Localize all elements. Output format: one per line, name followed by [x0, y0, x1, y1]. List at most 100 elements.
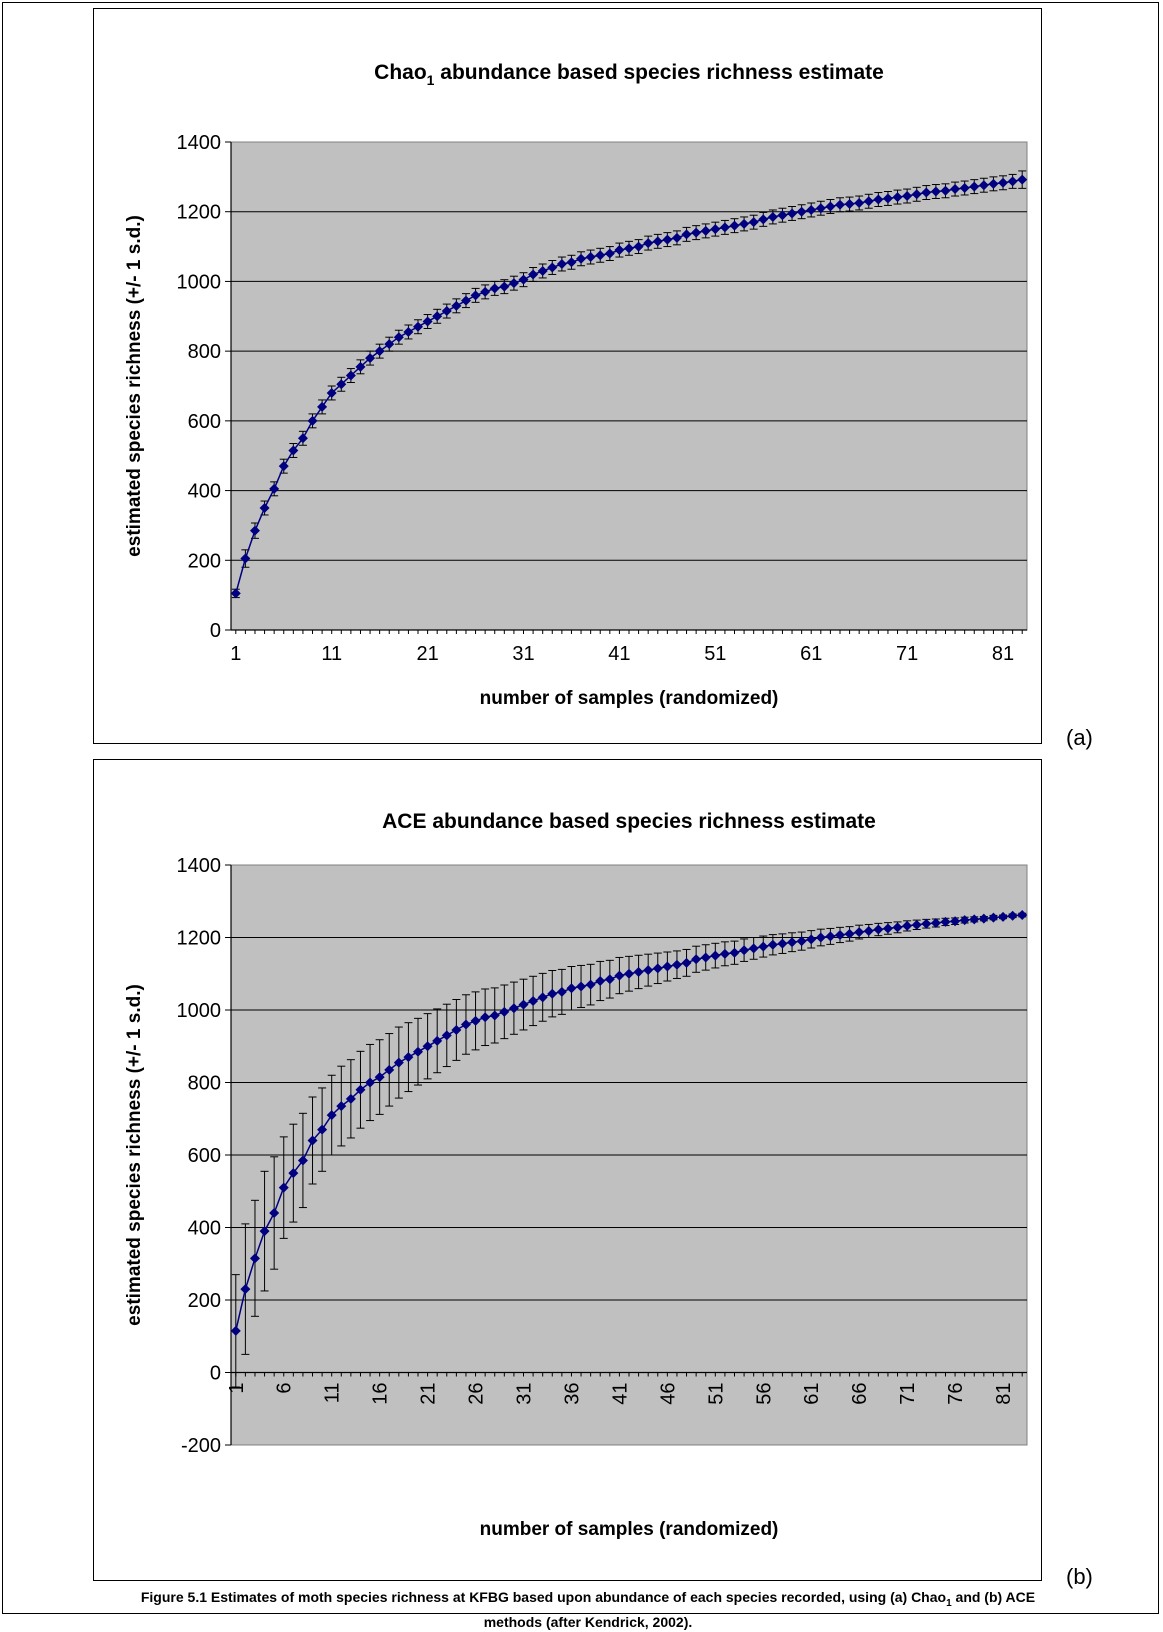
data-point: [930, 186, 941, 197]
x-tick-label: 21: [418, 1383, 440, 1405]
data-point: [355, 361, 366, 372]
data-point: [288, 445, 299, 456]
data-point: [451, 300, 462, 311]
data-point: [403, 326, 414, 337]
x-tick-label: 11: [321, 643, 342, 665]
data-point: [499, 1006, 510, 1017]
x-tick-label: 61: [800, 643, 822, 665]
data-point: [633, 241, 644, 252]
data-point: [978, 913, 989, 924]
data-point: [767, 939, 778, 950]
y-tick-label: -200: [181, 1435, 221, 1457]
x-tick-label: 16: [370, 1383, 392, 1405]
data-point: [643, 238, 654, 249]
y-tick-label: 600: [188, 411, 221, 433]
data-point: [863, 925, 874, 936]
data-point: [863, 196, 874, 207]
data-point: [460, 295, 471, 306]
data-point: [662, 961, 673, 972]
y-tick-label: 400: [188, 1218, 221, 1240]
data-point: [921, 187, 932, 198]
y-tick-label: 1400: [177, 132, 222, 154]
panel-label-a: (a): [1066, 725, 1093, 750]
data-point: [998, 911, 1009, 922]
data-point: [681, 957, 692, 968]
chart-title-main: ACE abundance based species richness est…: [382, 810, 876, 833]
data-point: [719, 948, 730, 959]
data-point: [988, 178, 999, 189]
data-point: [892, 922, 903, 933]
data-point: [566, 257, 577, 268]
x-tick-label: 66: [849, 1383, 871, 1405]
x-tick-label: 41: [609, 1383, 631, 1405]
data-point: [758, 941, 769, 952]
x-axis-label: number of samples (randomized): [480, 1519, 779, 1540]
data-point: [748, 943, 759, 954]
chart-title: ACE abundance based species richness est…: [382, 810, 876, 833]
data-point: [499, 281, 510, 292]
data-point: [671, 959, 682, 970]
x-tick-label: 81: [992, 643, 1014, 665]
x-tick-label: 46: [657, 1383, 679, 1405]
data-point: [278, 1182, 289, 1193]
data-point: [259, 503, 270, 513]
x-tick-label: 41: [608, 643, 630, 665]
y-tick-label: 1000: [177, 1000, 222, 1022]
data-point: [777, 938, 788, 949]
y-tick-label: 1400: [177, 855, 222, 877]
data-point: [413, 1046, 424, 1057]
y-axis-label: estimated species richness (+/- 1 s.d.): [124, 984, 145, 1326]
data-point: [892, 192, 903, 203]
x-tick-label: 76: [945, 1383, 967, 1405]
chart-a: Chao1 abundance based species richness e…: [93, 8, 1042, 744]
data-point: [998, 177, 1009, 188]
data-point: [787, 208, 798, 219]
data-point: [921, 918, 932, 929]
data-point: [249, 525, 260, 536]
data-point: [269, 1208, 280, 1218]
data-point: [815, 932, 826, 943]
x-tick-label: 1: [226, 1383, 248, 1394]
data-point: [374, 1072, 385, 1083]
data-point: [480, 1012, 491, 1023]
data-point: [815, 203, 826, 214]
data-point: [528, 995, 539, 1006]
data-point: [326, 387, 337, 398]
data-point: [556, 259, 567, 269]
data-point: [882, 193, 893, 204]
data-point: [489, 283, 500, 294]
y-axis-label: estimated species richness (+/- 1 s.d.): [124, 215, 145, 557]
data-point: [422, 316, 433, 327]
data-point: [451, 1024, 462, 1035]
data-point: [365, 1077, 376, 1088]
data-point: [950, 916, 961, 927]
data-point: [297, 433, 308, 444]
data-point: [873, 194, 884, 205]
y-tick-label: 1000: [177, 271, 222, 293]
data-point: [652, 236, 663, 247]
data-point: [825, 201, 836, 212]
data-point: [614, 970, 625, 981]
data-point: [950, 184, 961, 195]
y-tick-label: 200: [188, 550, 221, 572]
caption-prefix: Figure 5.1 Estimates of moth species ric…: [140, 1589, 947, 1605]
data-point: [432, 311, 443, 322]
data-point: [700, 225, 711, 236]
x-tick-label: 71: [897, 1383, 919, 1405]
x-tick-label: 26: [466, 1383, 488, 1405]
data-point: [585, 252, 596, 263]
data-point: [432, 1035, 443, 1046]
data-point: [959, 915, 970, 926]
data-point: [758, 214, 769, 225]
data-point: [537, 265, 548, 276]
data-point: [624, 243, 634, 254]
data-point: [834, 199, 845, 210]
x-tick-label: 36: [561, 1383, 583, 1405]
data-point: [230, 588, 241, 599]
x-tick-label: 6: [274, 1383, 296, 1394]
data-point: [508, 1003, 519, 1014]
x-tick-label: 71: [896, 643, 918, 665]
data-point: [739, 218, 750, 229]
data-point: [834, 929, 845, 940]
data-point: [959, 183, 970, 194]
